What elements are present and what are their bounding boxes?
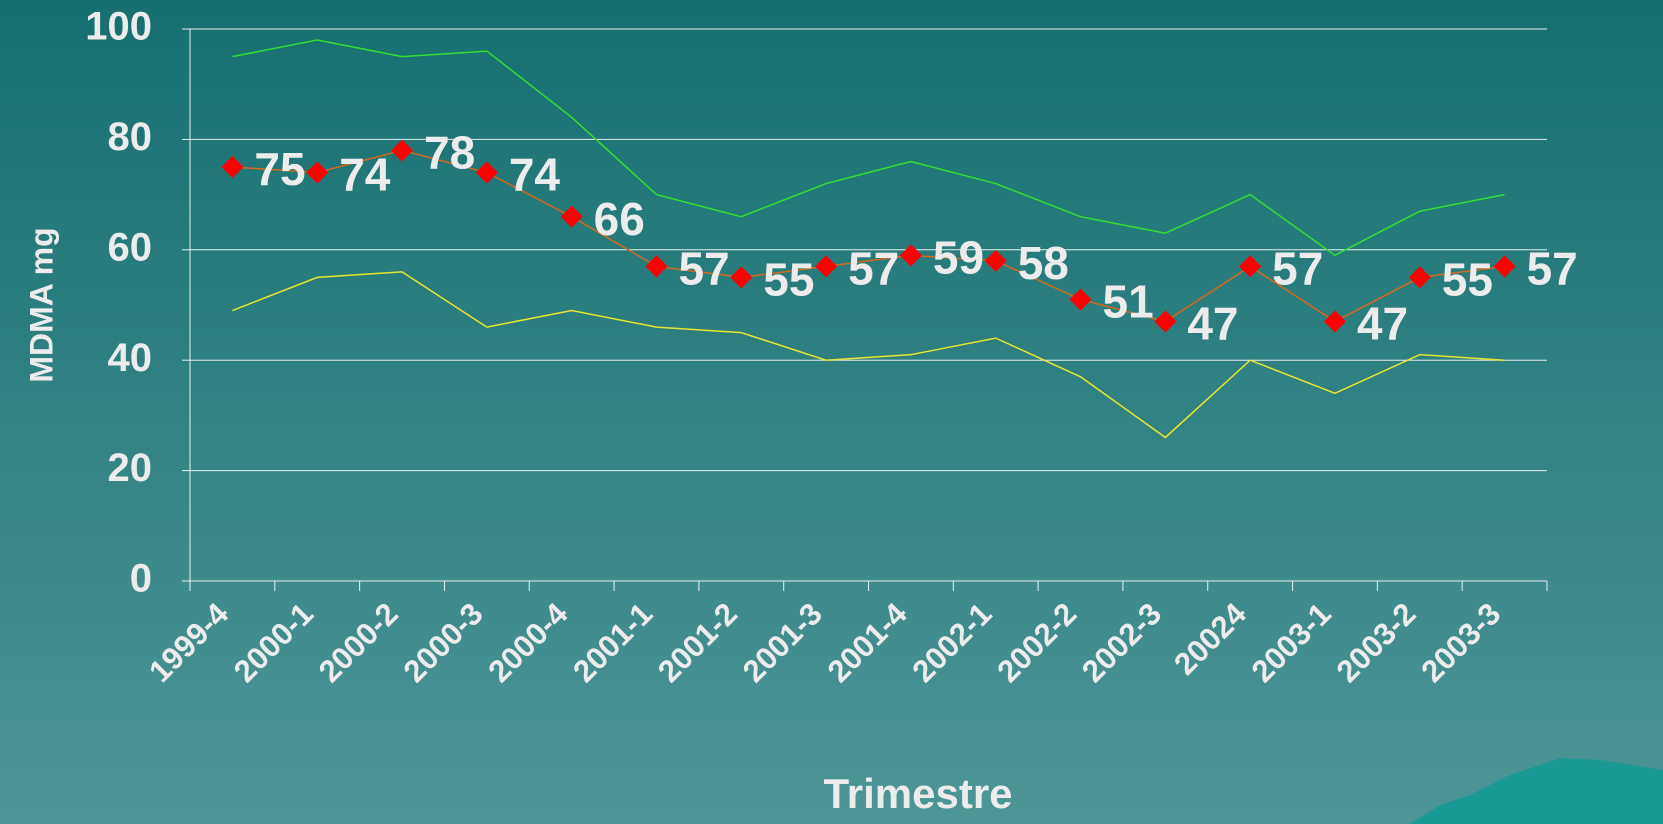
marker xyxy=(560,205,583,228)
data-label: 66 xyxy=(594,193,645,245)
data-label: 58 xyxy=(1018,237,1069,289)
data-label: 57 xyxy=(678,243,729,295)
data-label: 47 xyxy=(1187,298,1238,350)
y-tick-label: 80 xyxy=(108,115,153,159)
marker xyxy=(475,161,498,184)
marker xyxy=(730,266,753,289)
data-label: 59 xyxy=(933,231,984,283)
marker xyxy=(1239,255,1262,278)
data-label: 75 xyxy=(254,143,305,195)
y-axis-label: MDMA mg xyxy=(23,227,59,382)
data-label: 74 xyxy=(509,149,561,201)
decoration xyxy=(1410,758,1663,824)
data-label: 55 xyxy=(1442,254,1493,306)
data-label: 55 xyxy=(763,254,814,306)
marker xyxy=(391,139,414,162)
marker xyxy=(815,255,838,278)
y-tick-label: 40 xyxy=(108,336,153,380)
marker xyxy=(1408,266,1431,289)
data-label: 78 xyxy=(424,127,475,179)
y-tick-label: 100 xyxy=(85,5,152,49)
series-line xyxy=(232,149,1505,323)
marker xyxy=(221,156,244,178)
y-tick-label: 20 xyxy=(108,446,153,490)
x-axis-label: Trimestre xyxy=(823,770,1012,817)
marker xyxy=(1323,310,1346,333)
series-line xyxy=(232,39,1505,257)
y-tick-label: 0 xyxy=(130,557,152,601)
data-label: 57 xyxy=(1527,243,1578,295)
data-label: 74 xyxy=(339,149,391,201)
marker xyxy=(306,161,329,184)
y-tick-label: 60 xyxy=(108,225,153,269)
data-label: 51 xyxy=(1103,276,1154,328)
marker xyxy=(984,249,1007,272)
series-line xyxy=(232,271,1505,439)
marker xyxy=(1069,288,1092,311)
data-label: 47 xyxy=(1357,298,1408,350)
marker xyxy=(1154,310,1177,333)
marker xyxy=(1493,255,1516,278)
marker xyxy=(899,244,922,267)
data-label: 57 xyxy=(848,243,899,295)
data-label: 57 xyxy=(1272,243,1323,295)
marker xyxy=(645,255,668,278)
